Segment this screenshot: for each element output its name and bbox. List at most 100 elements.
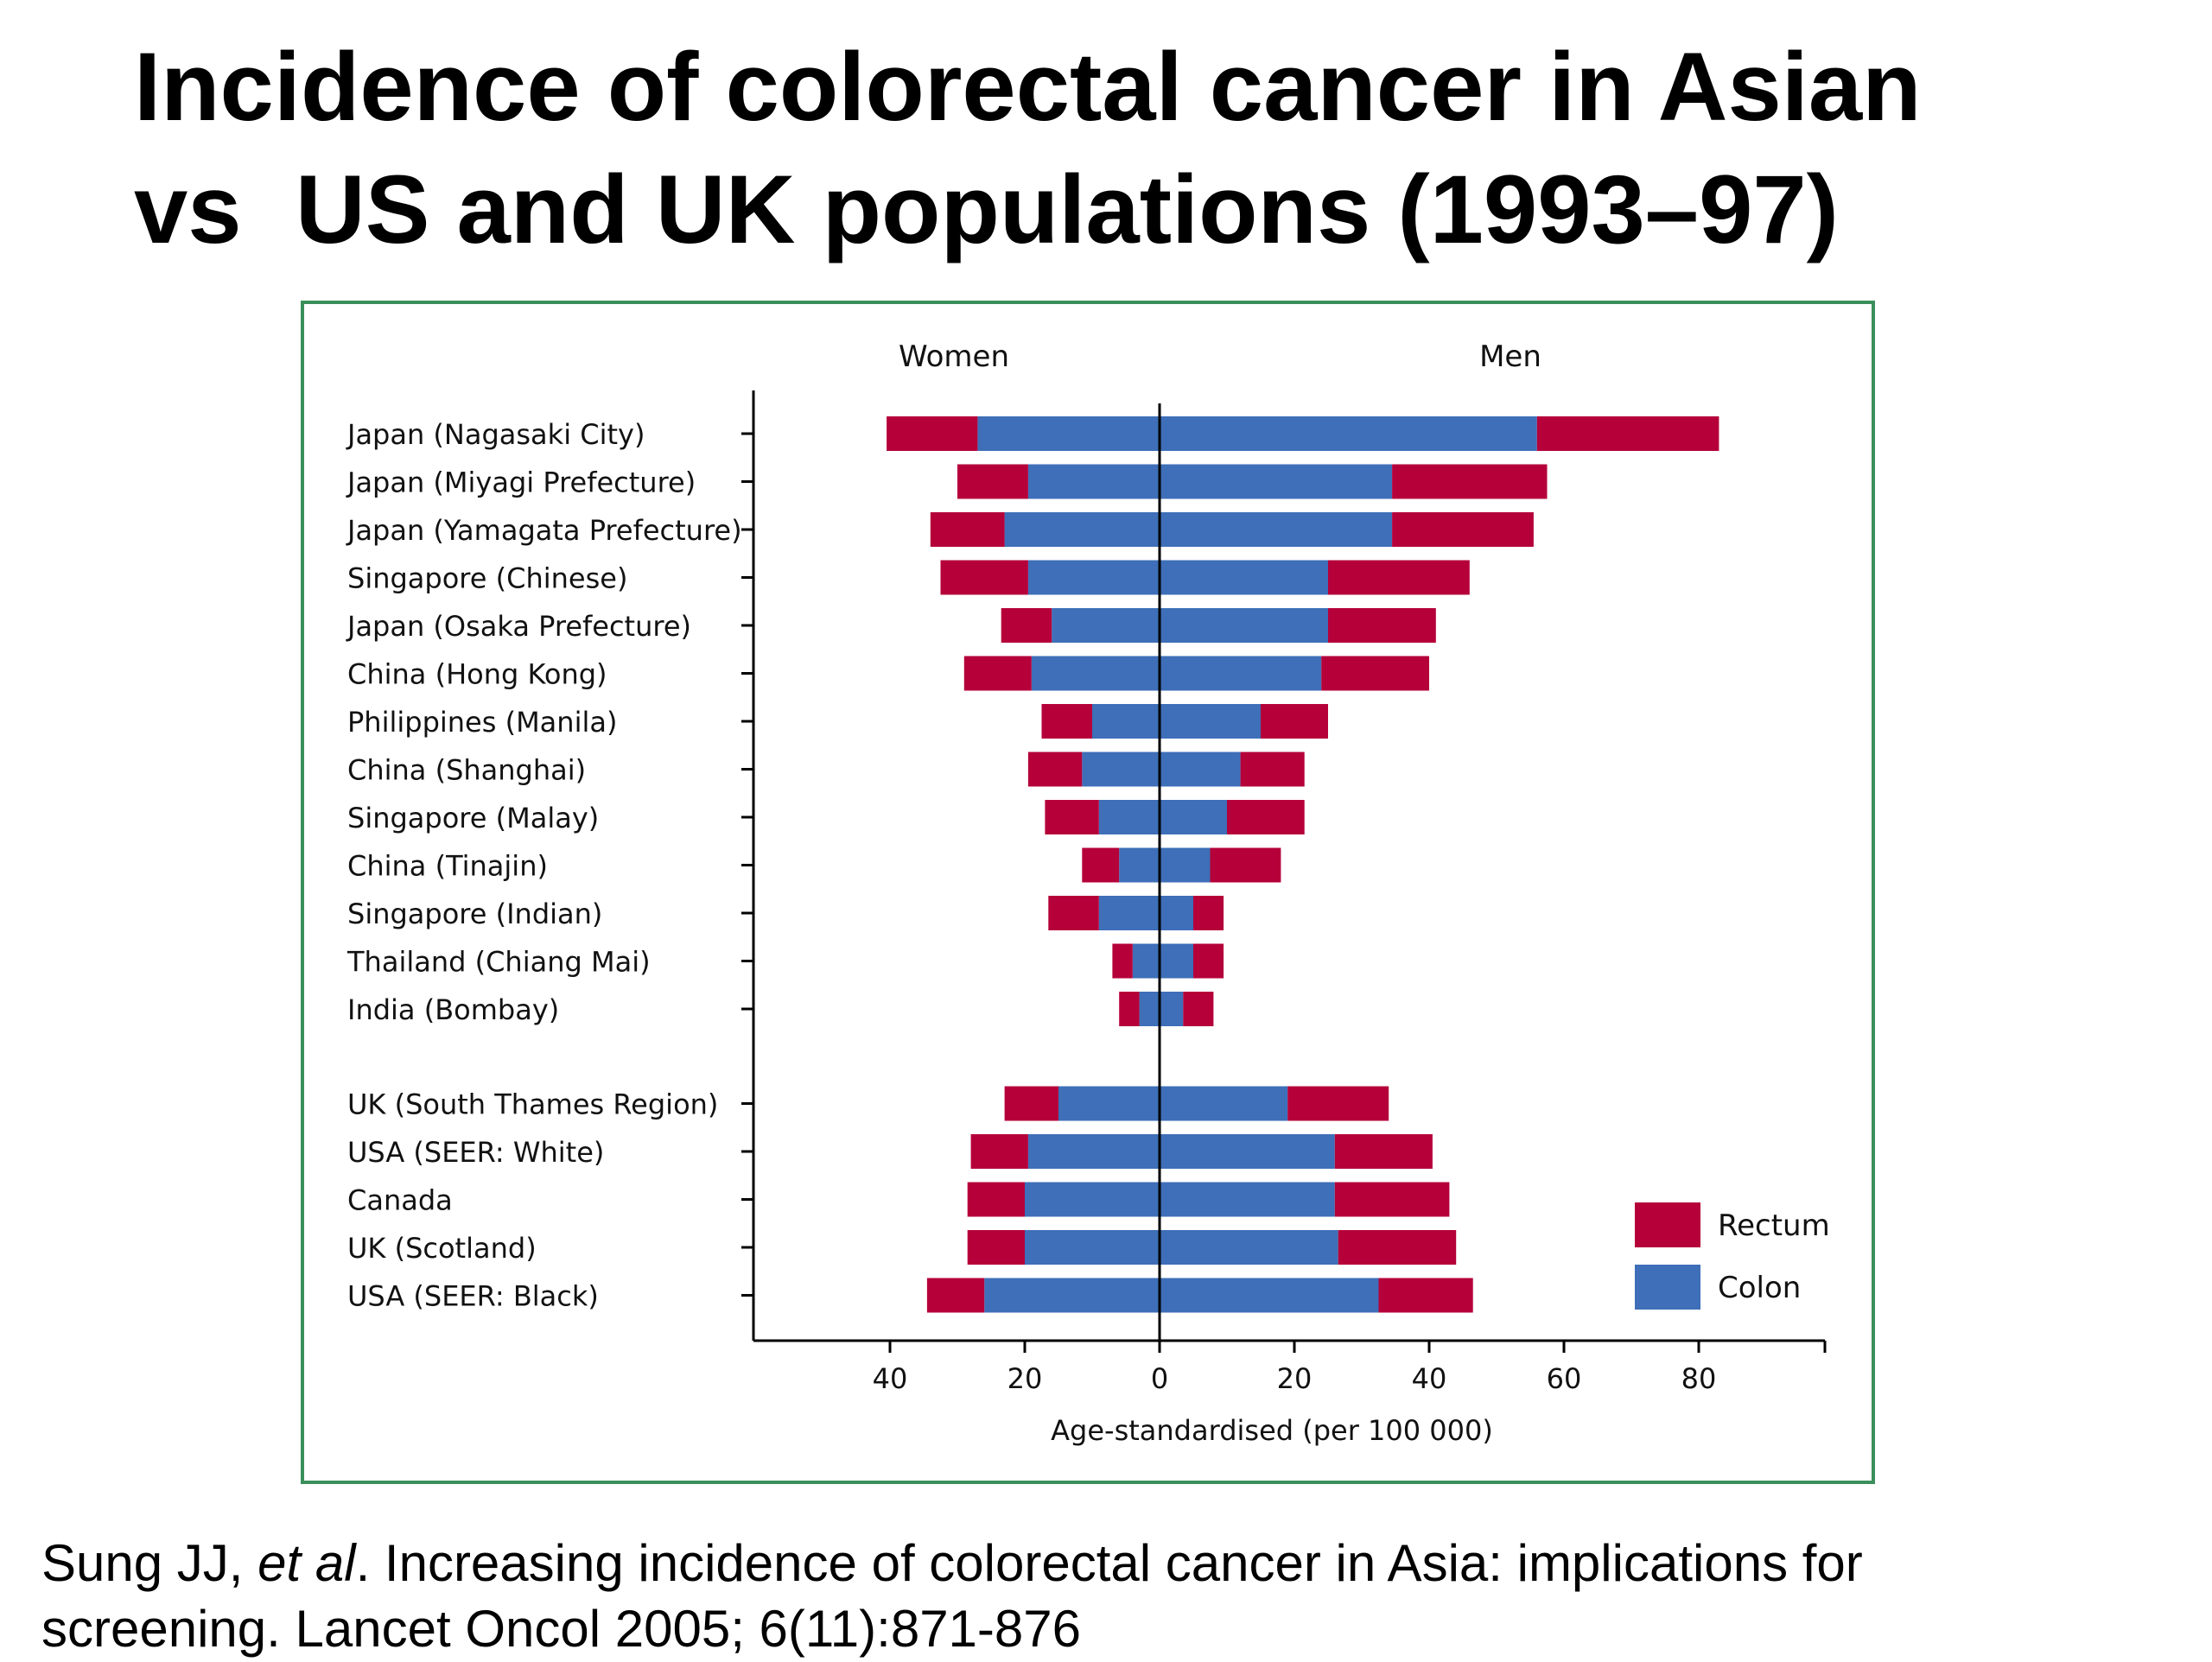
row-5-men-colon-bar: [1160, 608, 1328, 643]
row-12-category-label: Thailand (Chiang Mai): [346, 946, 651, 979]
row-18-women-colon-bar: [984, 1278, 1160, 1313]
row-18-women-rectum-bar: [926, 1278, 985, 1313]
row-12-men-rectum-bar: [1193, 943, 1224, 979]
row-15-men-colon-bar: [1160, 1134, 1335, 1169]
citation: Sung JJ, et al. Increasing incidence of …: [41, 1531, 2176, 1662]
row-12-women-colon-bar: [1132, 943, 1160, 979]
row-15-category-label: USA (SEER: White): [347, 1136, 604, 1169]
row-4-women-colon-bar: [1027, 560, 1160, 595]
row-6-men-rectum-bar: [1321, 656, 1429, 691]
row-2-men-rectum-bar: [1392, 464, 1548, 499]
row-2-women-rectum-bar: [957, 464, 1028, 499]
row-5-category-label: Japan (Osaka Prefecture): [346, 610, 691, 643]
row-17-category-label: UK (Scotland): [347, 1232, 537, 1265]
row-13-women-rectum-bar: [1119, 992, 1140, 1026]
row-6-women-rectum-bar: [963, 656, 1032, 691]
row-18-men-rectum-bar: [1378, 1278, 1473, 1313]
row-8-men-rectum-bar: [1240, 752, 1305, 787]
legend-rectum-label: Rectum: [1718, 1208, 1830, 1243]
citation-text: . Increasing incidence of colorectal can…: [355, 1534, 1863, 1592]
legend-colon-swatch: [1635, 1265, 1700, 1310]
row-16-men-rectum-bar: [1334, 1182, 1450, 1217]
row-5-men-rectum-bar: [1328, 608, 1436, 643]
row-12-women-rectum-bar: [1112, 943, 1133, 979]
row-11-men-colon-bar: [1160, 896, 1193, 930]
row-4-category-label: Singapore (Chinese): [347, 562, 627, 595]
row-14-men-rectum-bar: [1287, 1086, 1389, 1121]
row-7-men-colon-bar: [1160, 704, 1261, 739]
x-tick-label-7: 80: [1681, 1362, 1717, 1395]
x-tick-label-3: 0: [1151, 1362, 1168, 1395]
row-15-women-colon-bar: [1027, 1134, 1160, 1169]
citation-line-2: screening. Lancet Oncol 2005; 6(11):871-…: [41, 1600, 1082, 1658]
row-3-women-colon-bar: [1004, 512, 1160, 547]
citation-etal: et al: [257, 1534, 356, 1592]
x-tick-label-6: 60: [1547, 1362, 1582, 1395]
row-10-category-label: China (Tinajin): [347, 850, 548, 883]
row-10-women-rectum-bar: [1082, 847, 1120, 883]
row-18-category-label: USA (SEER: Black): [347, 1280, 599, 1313]
row-18-men-colon-bar: [1160, 1278, 1379, 1313]
title-line-2: vs US and UK populations (1993–97): [134, 155, 1839, 263]
row-14-women-rectum-bar: [1004, 1086, 1058, 1121]
row-1-women-rectum-bar: [887, 416, 978, 451]
row-16-women-colon-bar: [1025, 1182, 1160, 1217]
row-4-men-colon-bar: [1160, 560, 1328, 595]
row-9-men-colon-bar: [1160, 800, 1227, 834]
title-line-1: Incidence of colorectal cancer in Asian: [134, 33, 1922, 141]
x-tick-label-2: 20: [1007, 1362, 1043, 1395]
row-17-men-rectum-bar: [1338, 1230, 1457, 1265]
row-15-women-rectum-bar: [970, 1134, 1028, 1169]
x-tick-label-1: 40: [873, 1362, 908, 1395]
row-3-men-rectum-bar: [1392, 512, 1534, 547]
row-17-women-colon-bar: [1025, 1230, 1160, 1265]
row-11-category-label: Singapore (Indian): [347, 898, 602, 930]
row-2-women-colon-bar: [1027, 464, 1160, 499]
row-14-men-colon-bar: [1160, 1086, 1288, 1121]
row-10-women-colon-bar: [1119, 847, 1160, 883]
row-9-men-rectum-bar: [1227, 800, 1305, 834]
row-1-women-colon-bar: [977, 416, 1160, 451]
row-9-women-rectum-bar: [1045, 800, 1099, 834]
row-12-men-colon-bar: [1160, 943, 1193, 979]
row-4-men-rectum-bar: [1328, 560, 1470, 595]
x-tick-label-4: 20: [1277, 1362, 1313, 1395]
row-7-women-rectum-bar: [1041, 704, 1092, 739]
chart-frame: Japan (Nagasaki City) Japan (Miyagi Prefe…: [301, 301, 1875, 1484]
row-6-men-colon-bar: [1160, 656, 1322, 691]
row-6-category-label: China (Hong Kong): [347, 658, 607, 691]
row-5-women-rectum-bar: [1001, 608, 1052, 643]
row-7-category-label: Philippines (Manila): [347, 706, 617, 739]
row-9-women-colon-bar: [1098, 800, 1160, 834]
row-14-category-label: UK (South Thames Region): [347, 1088, 718, 1121]
row-10-men-rectum-bar: [1210, 847, 1281, 883]
row-8-men-colon-bar: [1160, 752, 1241, 787]
row-8-women-colon-bar: [1082, 752, 1160, 787]
row-3-category-label: Japan (Yamagata Prefecture): [346, 514, 742, 547]
legend-colon-label: Colon: [1718, 1271, 1801, 1305]
row-11-women-colon-bar: [1098, 896, 1160, 930]
row-16-women-rectum-bar: [967, 1182, 1025, 1217]
row-3-men-colon-bar: [1160, 512, 1393, 547]
legend-rectum-swatch: [1635, 1202, 1700, 1247]
row-7-women-colon-bar: [1092, 704, 1160, 739]
panel-label-women: Women: [899, 339, 1009, 374]
row-3-women-rectum-bar: [930, 512, 1005, 547]
row-4-women-rectum-bar: [940, 560, 1028, 595]
row-11-women-rectum-bar: [1048, 896, 1099, 930]
citation-author: Sung JJ,: [41, 1534, 258, 1592]
citation-line-1: Sung JJ, et al. Increasing incidence of …: [41, 1531, 2176, 1596]
row-6-women-colon-bar: [1031, 656, 1160, 691]
colorectal-incidence-chart: Japan (Nagasaki City) Japan (Miyagi Prefe…: [346, 339, 1830, 1447]
row-16-men-colon-bar: [1160, 1182, 1335, 1217]
x-tick-label-5: 40: [1412, 1362, 1447, 1395]
slide-title: Incidence of colorectal cancer in Asian …: [134, 26, 2121, 271]
row-15-men-rectum-bar: [1334, 1134, 1433, 1169]
row-13-category-label: India (Bombay): [347, 993, 559, 1026]
row-8-category-label: China (Shanghai): [347, 754, 586, 787]
panel-label-men: Men: [1479, 339, 1541, 374]
row-2-men-colon-bar: [1160, 464, 1393, 499]
row-13-men-rectum-bar: [1183, 992, 1214, 1026]
row-7-men-rectum-bar: [1261, 704, 1328, 739]
row-13-men-colon-bar: [1160, 992, 1184, 1026]
